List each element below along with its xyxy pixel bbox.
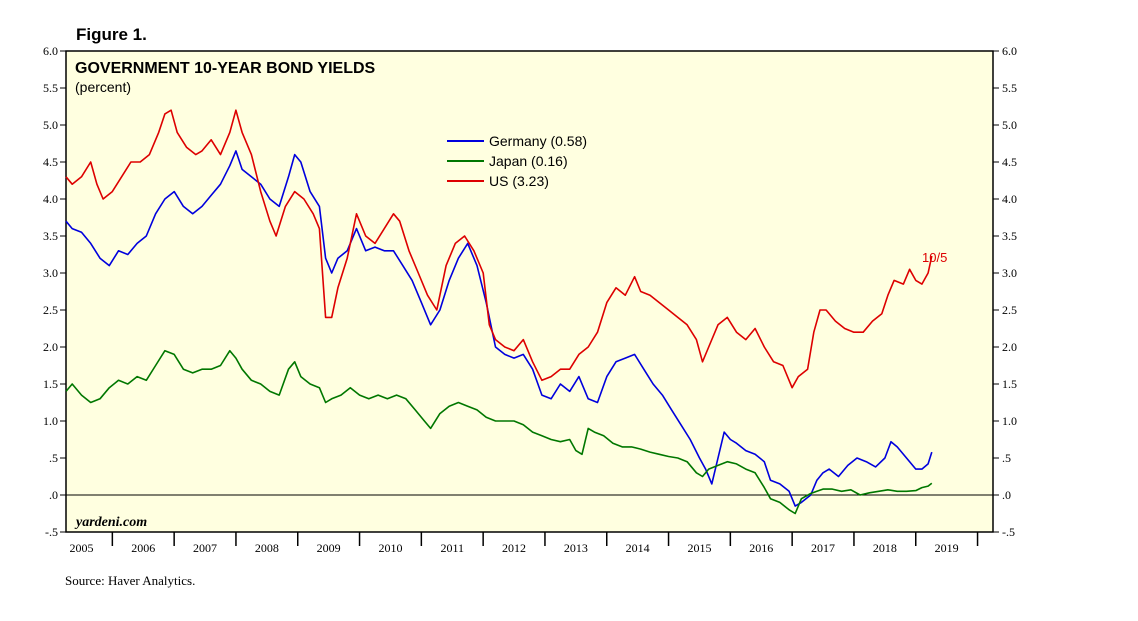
legend-label-us: US (3.23)	[489, 173, 549, 189]
x-tick-label: 2015	[687, 541, 711, 555]
y-tick-label-left: 3.0	[43, 266, 58, 280]
legend: Germany (0.58) Japan (0.16) US (3.23)	[447, 133, 587, 189]
legend-label-germany: Germany (0.58)	[489, 133, 587, 149]
end-date-annotation: 10/5	[922, 250, 947, 265]
x-tick-label: 2009	[317, 541, 341, 555]
x-tick-label: 2019	[935, 541, 959, 555]
legend-label-japan: Japan (0.16)	[489, 153, 568, 169]
y-tick-label-right: 1.0	[1002, 414, 1017, 428]
y-axis-right: 6.0 5.5 5.0 4.5 4.0 3.5 3.0 2.5 2.0 1.5 1.0 .5 .0 -.5	[993, 44, 1017, 539]
y-tick-label-left: .5	[49, 451, 58, 465]
plot-area	[65, 50, 994, 533]
y-tick-label-right: 2.5	[1002, 303, 1017, 317]
series-line-japan	[65, 349, 933, 515]
y-tick-label-right: 5.0	[1002, 118, 1017, 132]
x-tick-label: 2006	[131, 541, 155, 555]
y-tick-label-right: 3.0	[1002, 266, 1017, 280]
x-tick-label: 2012	[502, 541, 526, 555]
y-tick-label-left: 2.0	[43, 340, 58, 354]
x-tick-label: 2011	[440, 541, 464, 555]
y-tick-label-right: 2.0	[1002, 340, 1017, 354]
y-tick-label-left: -.5	[45, 525, 58, 539]
y-tick-label-left: 3.5	[43, 229, 58, 243]
y-tick-label-right: 6.0	[1002, 44, 1017, 58]
x-tick-label: 2014	[626, 541, 650, 555]
y-tick-label-left: 5.0	[43, 118, 58, 132]
series-line-us	[65, 109, 933, 389]
y-tick-label-right: 5.5	[1002, 81, 1017, 95]
y-tick-label-right: 4.5	[1002, 155, 1017, 169]
y-tick-label-right: 4.0	[1002, 192, 1017, 206]
y-tick-label-right: 1.5	[1002, 377, 1017, 391]
y-tick-label-left: 5.5	[43, 81, 58, 95]
x-tick-label: 2008	[255, 541, 279, 555]
x-axis: 2005 2006 2007 2008 2009 2010 2011 2012 2013 2014…	[69, 532, 979, 555]
y-tick-label-right: .0	[1002, 488, 1011, 502]
chart-subtitle: (percent)	[75, 79, 131, 95]
series-lines	[65, 109, 933, 515]
y-tick-label-right: -.5	[1002, 525, 1015, 539]
series-line-germany	[65, 150, 933, 507]
y-tick-label-right: 3.5	[1002, 229, 1017, 243]
y-tick-label-left: 4.5	[43, 155, 58, 169]
watermark: yardeni.com	[74, 515, 147, 530]
y-tick-label-right: .5	[1002, 451, 1011, 465]
x-tick-label: 2007	[193, 541, 217, 555]
x-tick-label: 2005	[69, 541, 93, 555]
y-axis-left: 6.0 5.5 5.0 4.5 4.0 3.5 3.0 2.5 2.0 1.5 1.0 .5 .0 -.5	[43, 44, 66, 539]
figure-label: Figure 1.	[76, 25, 147, 44]
x-tick-label: 2010	[378, 541, 402, 555]
y-tick-label-left: .0	[49, 488, 58, 502]
source-note: Source: Haver Analytics.	[65, 573, 195, 588]
y-tick-label-left: 1.0	[43, 414, 58, 428]
chart-title: GOVERNMENT 10-YEAR BOND YIELDS	[75, 60, 376, 77]
y-tick-label-left: 2.5	[43, 303, 58, 317]
x-tick-label: 2013	[564, 541, 588, 555]
x-tick-label: 2016	[749, 541, 773, 555]
y-tick-label-left: 1.5	[43, 377, 58, 391]
y-tick-label-left: 4.0	[43, 192, 58, 206]
x-tick-label: 2017	[811, 541, 835, 555]
x-tick-label: 2018	[873, 541, 897, 555]
y-tick-label-left: 6.0	[43, 44, 58, 58]
